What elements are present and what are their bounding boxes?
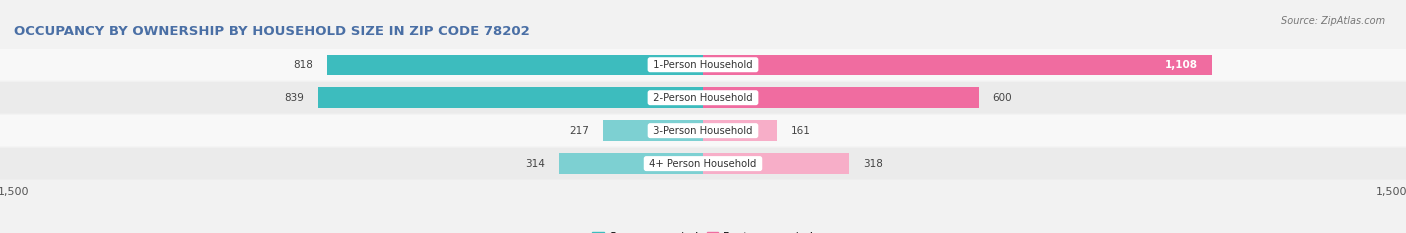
FancyBboxPatch shape [0, 49, 1406, 81]
Bar [318, 87, 703, 108]
Text: 1,108: 1,108 [1166, 60, 1198, 70]
Text: 161: 161 [790, 126, 811, 136]
Text: 318: 318 [863, 159, 883, 169]
Bar [558, 153, 703, 174]
Bar [703, 87, 979, 108]
Bar [703, 120, 778, 141]
Text: 839: 839 [284, 93, 304, 103]
Text: Source: ZipAtlas.com: Source: ZipAtlas.com [1281, 16, 1385, 26]
Text: 314: 314 [524, 159, 546, 169]
Text: OCCUPANCY BY OWNERSHIP BY HOUSEHOLD SIZE IN ZIP CODE 78202: OCCUPANCY BY OWNERSHIP BY HOUSEHOLD SIZE… [14, 25, 530, 38]
Bar [703, 55, 1212, 75]
Legend: Owner-occupied, Renter-occupied: Owner-occupied, Renter-occupied [588, 227, 818, 233]
Text: 2-Person Household: 2-Person Household [650, 93, 756, 103]
FancyBboxPatch shape [0, 82, 1406, 113]
Bar [703, 153, 849, 174]
Text: 4+ Person Household: 4+ Person Household [647, 159, 759, 169]
Bar [603, 120, 703, 141]
Bar [328, 55, 703, 75]
Text: 600: 600 [993, 93, 1012, 103]
Text: 1-Person Household: 1-Person Household [650, 60, 756, 70]
Text: 818: 818 [294, 60, 314, 70]
FancyBboxPatch shape [0, 148, 1406, 179]
Text: 217: 217 [569, 126, 589, 136]
FancyBboxPatch shape [0, 115, 1406, 147]
Text: 3-Person Household: 3-Person Household [650, 126, 756, 136]
